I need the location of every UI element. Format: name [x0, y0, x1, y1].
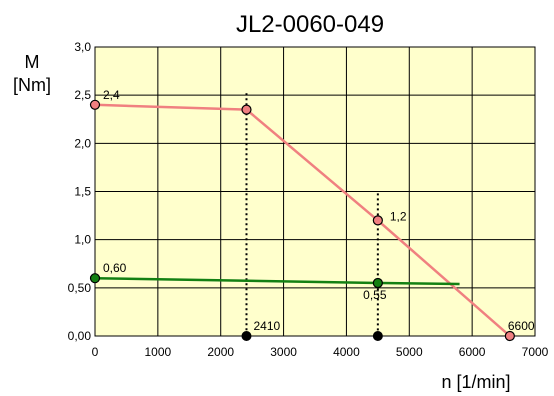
y-tick-label: 3,0: [74, 40, 91, 54]
x-tick-label: 5000: [396, 345, 423, 359]
data-label: 2,4: [103, 88, 120, 102]
y-axis-label-symbol: M: [25, 52, 40, 72]
x-tick-label: 6000: [459, 345, 486, 359]
data-point-marker: [89, 273, 101, 284]
data-point-marker: [372, 277, 383, 289]
x-tick-label: 1000: [145, 345, 172, 359]
baseline-marker: [372, 331, 383, 341]
data-label: 0,55: [363, 288, 387, 302]
x-tick-label: 4000: [333, 345, 360, 359]
data-point-marker: [372, 215, 383, 226]
data-label: 1,2: [390, 209, 407, 223]
y-tick-labels: 0,00 0,50 1,0 1,5 2,0 2,5 3,0: [68, 40, 92, 343]
baseline-marker: [241, 331, 252, 341]
data-point-marker: [241, 104, 252, 115]
y-tick-label: 1,0: [74, 233, 91, 247]
x-tick-label: 3000: [270, 345, 297, 359]
x-tick-label: 2000: [207, 345, 234, 359]
data-point-marker: [504, 330, 515, 342]
data-label: 0,60: [103, 261, 127, 275]
y-tick-label: 1,5: [74, 185, 91, 199]
dotted-reference-lines: [245, 93, 379, 336]
y-axis-label-unit: [Nm]: [13, 75, 51, 95]
x-tick-label: 7000: [522, 345, 549, 359]
x-tick-labels: 0 1000 2000 3000 4000 5000 6000 7000: [92, 345, 549, 359]
data-point-markers: [89, 99, 515, 342]
chart-title: JL2-0060-049: [236, 11, 384, 38]
data-label: 6600: [508, 319, 535, 333]
x-tick-label: 0: [92, 345, 99, 359]
series-line: [94, 103, 511, 337]
y-tick-label: 0,50: [68, 281, 92, 295]
grid: [94, 46, 536, 337]
data-label: 2410: [253, 319, 280, 333]
data-point-marker: [89, 99, 101, 110]
y-tick-label: 2,5: [74, 88, 91, 102]
y-tick-label: 0,00: [68, 329, 92, 343]
data-labels: 2,4 1,2 0,60 0,55 2410 6600: [103, 88, 535, 333]
x-axis-label: n [1/min]: [441, 372, 510, 392]
y-tick-label: 2,0: [74, 136, 91, 150]
